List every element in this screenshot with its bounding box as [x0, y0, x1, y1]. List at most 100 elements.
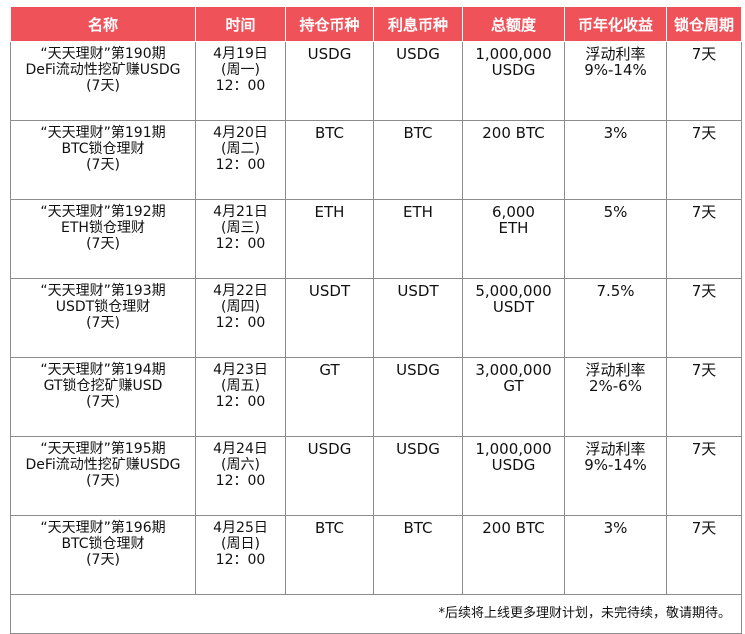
cell-hold-currency-text: GT: [319, 361, 340, 379]
cell-time-line: (周一): [221, 62, 260, 78]
cell-annual-yield-line: 3%: [603, 519, 628, 537]
cell-product-name-line: “天天理财”第194期: [40, 362, 166, 378]
cell-total-amount: 5,000,000 USDT: [462, 278, 565, 358]
cell-product-name-line: (7天): [86, 394, 120, 410]
cell-hold-currency: USDG: [285, 436, 374, 516]
cell-hold-currency: ETH: [285, 199, 374, 279]
cell-annual-yield-line: 7.5%: [596, 282, 635, 300]
table-row: “天天理财”第193期 USDT锁仓理财 (7天) 4月22日 (周四) 12：00 USD…: [10, 278, 742, 358]
cell-total-amount-line: 1,000,000: [475, 440, 552, 458]
cell-lock-period: 7天: [666, 436, 742, 516]
cell-lock-period-text: 7天: [691, 124, 717, 142]
cell-time: 4月21日 (周三) 12：00: [195, 199, 286, 279]
cell-interest-currency: USDG: [373, 357, 463, 437]
cell-annual-yield: 3%: [564, 120, 667, 200]
cell-annual-yield-line: 2%-6%: [588, 377, 642, 395]
cell-time: 4月25日 (周日) 12：00: [195, 515, 286, 595]
header-hold-currency: 持仓币种: [285, 6, 374, 42]
cell-interest-currency-text: USDG: [396, 361, 440, 379]
cell-total-amount-line: 1,000,000: [475, 45, 552, 63]
cell-total-amount-line: USDG: [491, 456, 536, 474]
cell-interest-currency-text: ETH: [403, 203, 433, 221]
cell-total-amount: 6,000 ETH: [462, 199, 565, 279]
cell-time: 4月20日 (周二) 12：00: [195, 120, 286, 200]
cell-product-name-line: ETH锁仓理财: [61, 220, 145, 236]
cell-product-name: “天天理财”第196期 BTC锁仓理财 (7天): [10, 515, 196, 595]
cell-annual-yield-line: 9%-14%: [584, 456, 647, 474]
cell-annual-yield-line: 浮动利率: [585, 440, 646, 458]
cell-product-name: “天天理财”第193期 USDT锁仓理财 (7天): [10, 278, 196, 358]
cell-product-name-line: “天天理财”第192期: [40, 204, 166, 220]
cell-annual-yield: 3%: [564, 515, 667, 595]
cell-interest-currency-text: USDG: [396, 45, 440, 63]
cell-total-amount-line: 200 BTC: [482, 124, 545, 142]
cell-annual-yield: 5%: [564, 199, 667, 279]
cell-product-name-line: DeFi流动性挖矿赚USDG: [25, 457, 181, 473]
cell-time-line: 4月23日: [213, 362, 268, 378]
cell-time-line: (周三): [221, 220, 260, 236]
cell-product-name-line: “天天理财”第196期: [40, 520, 166, 536]
cell-interest-currency-text: USDG: [396, 440, 440, 458]
cell-time-line: 4月20日: [213, 125, 268, 141]
cell-product-name-line: “天天理财”第193期: [40, 283, 166, 299]
cell-time-line: (周六): [221, 457, 260, 473]
cell-time: 4月19日 (周一) 12：00: [195, 41, 286, 121]
cell-annual-yield-line: 浮动利率: [585, 45, 646, 63]
table-row: “天天理财”第196期 BTC锁仓理财 (7天) 4月25日 (周日) 12：00 BTC B…: [10, 515, 742, 595]
cell-interest-currency: BTC: [373, 120, 463, 200]
cell-total-amount-line: 6,000: [492, 203, 535, 221]
cell-time: 4月22日 (周四) 12：00: [195, 278, 286, 358]
table-row: “天天理财”第192期 ETH锁仓理财 (7天) 4月21日 (周三) 12：00 ETH E…: [10, 199, 742, 279]
cell-hold-currency-text: ETH: [314, 203, 345, 221]
cell-hold-currency: USDG: [285, 41, 374, 121]
cell-product-name-line: DeFi流动性挖矿赚USDG: [25, 62, 181, 78]
footnote-text: *后续将上线更多理财计划，未完待续，敬请期待。: [10, 594, 742, 634]
cell-lock-period-text: 7天: [691, 519, 717, 537]
cell-product-name-line: BTC锁仓理财: [61, 141, 145, 157]
table-row: “天天理财”第195期 DeFi流动性挖矿赚USDG (7天) 4月24日 (周六) 12…: [10, 436, 742, 516]
cell-time-line: 4月22日: [213, 283, 268, 299]
header-lock-period: 锁仓周期: [666, 6, 742, 42]
cell-hold-currency-text: BTC: [314, 519, 345, 537]
cell-product-name-line: BTC锁仓理财: [61, 536, 145, 552]
cell-lock-period: 7天: [666, 120, 742, 200]
cell-product-name-line: (7天): [86, 78, 120, 94]
cell-annual-yield-line: 3%: [603, 124, 628, 142]
cell-lock-period-text: 7天: [691, 45, 717, 63]
table-row: “天天理财”第194期 GT锁仓挖矿赚USD (7天) 4月23日 (周五) 12：00 G…: [10, 357, 742, 437]
cell-total-amount: 1,000,000 USDG: [462, 436, 565, 516]
cell-total-amount-line: 3,000,000: [475, 361, 552, 379]
cell-hold-currency-text: BTC: [314, 124, 345, 142]
header-total-amount: 总额度: [462, 6, 565, 42]
cell-hold-currency: GT: [285, 357, 374, 437]
header-interest-currency: 利息币种: [373, 6, 463, 42]
table-body: “天天理财”第190期 DeFi流动性挖矿赚USDG (7天) 4月19日 (周一) 12…: [10, 41, 742, 595]
cell-hold-currency-text: USDG: [307, 45, 352, 63]
cell-product-name-line: USDT锁仓理财: [55, 299, 151, 315]
cell-lock-period-text: 7天: [691, 203, 717, 221]
cell-time-line: 4月24日: [213, 441, 268, 457]
cell-time-line: 4月19日: [213, 46, 268, 62]
header-name: 名称: [10, 6, 196, 42]
cell-interest-currency: ETH: [373, 199, 463, 279]
cell-time-line: 12：00: [215, 157, 266, 173]
cell-time-line: (周日): [221, 536, 260, 552]
cell-lock-period: 7天: [666, 278, 742, 358]
cell-time-line: (周二): [221, 141, 260, 157]
cell-annual-yield-line: 9%-14%: [584, 61, 647, 79]
cell-interest-currency: USDT: [373, 278, 463, 358]
cell-lock-period: 7天: [666, 515, 742, 595]
cell-annual-yield-line: 浮动利率: [585, 361, 646, 379]
cell-hold-currency-text: USDG: [307, 440, 352, 458]
table-row: “天天理财”第191期 BTC锁仓理财 (7天) 4月20日 (周二) 12：00 BTC B…: [10, 120, 742, 200]
finance-schedule-table-container: 名称 时间 持仓币种 利息币种 总额度 币年化收益 锁仓周期 “天天理财”第19…: [10, 6, 742, 634]
table-row: “天天理财”第190期 DeFi流动性挖矿赚USDG (7天) 4月19日 (周一) 12…: [10, 41, 742, 121]
cell-interest-currency-text: USDT: [397, 282, 439, 300]
cell-product-name-line: (7天): [86, 236, 120, 252]
cell-time-line: 12：00: [215, 394, 266, 410]
cell-total-amount: 3,000,000 GT: [462, 357, 565, 437]
cell-product-name: “天天理财”第194期 GT锁仓挖矿赚USD (7天): [10, 357, 196, 437]
cell-total-amount: 200 BTC: [462, 120, 565, 200]
cell-hold-currency-text: USDT: [308, 282, 351, 300]
footnote-row: *后续将上线更多理财计划，未完待续，敬请期待。: [10, 594, 742, 634]
